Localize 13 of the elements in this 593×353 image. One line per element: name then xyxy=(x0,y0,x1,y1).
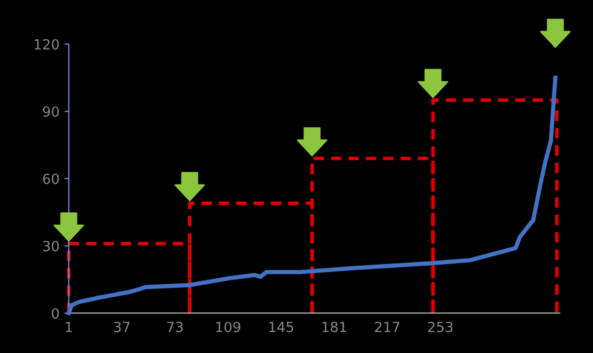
y-tick-label: 30 xyxy=(43,240,59,252)
y-tick-label: 90 xyxy=(42,106,59,117)
x-tick-label: 181 xyxy=(322,322,346,332)
x-tick-label: 1 xyxy=(66,322,72,332)
y-tick-label: 60 xyxy=(43,174,59,184)
y-tick-label: 0 xyxy=(52,308,59,319)
x-tick-label: 253 xyxy=(428,322,452,332)
x-tick-label: 217 xyxy=(375,322,400,332)
y-tick-label: 120 xyxy=(34,39,59,50)
x-tick-label: 109 xyxy=(216,322,240,332)
x-tick-label: 145 xyxy=(269,322,294,332)
x-tick-label: 37 xyxy=(114,322,130,332)
x-tick-label: 73 xyxy=(167,322,183,332)
